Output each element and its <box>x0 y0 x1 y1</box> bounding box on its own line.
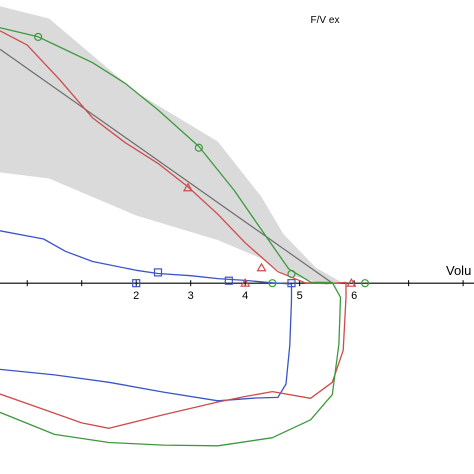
series-marker-triangle <box>182 182 193 192</box>
reference-band <box>0 6 344 284</box>
x-axis-title: Volu <box>446 263 471 278</box>
series-marker-triangle <box>240 277 251 287</box>
x-tick-label: 3 <box>188 290 194 302</box>
series-marker-circle <box>287 269 296 279</box>
x-tick-label: 2 <box>133 290 139 302</box>
series-line-blue <box>0 230 293 402</box>
series-marker-triangle <box>256 262 267 272</box>
series-marker-square <box>287 279 296 288</box>
chart-title: F/V ex <box>311 15 340 26</box>
series-marker-circle <box>360 279 370 288</box>
series-marker-square <box>153 268 163 277</box>
predicted-line-layer <box>0 48 333 284</box>
series-marker-square <box>224 276 233 285</box>
series-marker-square <box>132 279 141 288</box>
series-layer <box>0 27 370 447</box>
x-tick-label: 5 <box>297 290 303 302</box>
text-layer: F/V ex Volu 2 3 4 5 6 <box>133 15 471 302</box>
series-marker-circle <box>194 143 203 152</box>
x-tick-label: 4 <box>242 290 248 302</box>
axis-layer <box>0 280 474 287</box>
predicted-line <box>0 48 333 284</box>
reference-band-layer <box>0 6 344 284</box>
x-tick-label: 6 <box>351 290 357 302</box>
series-marker-circle <box>34 32 43 42</box>
series-marker-circle <box>268 279 277 288</box>
series-line-green <box>0 27 342 447</box>
series-marker-triangle <box>346 277 357 287</box>
series-line-red <box>0 30 347 429</box>
